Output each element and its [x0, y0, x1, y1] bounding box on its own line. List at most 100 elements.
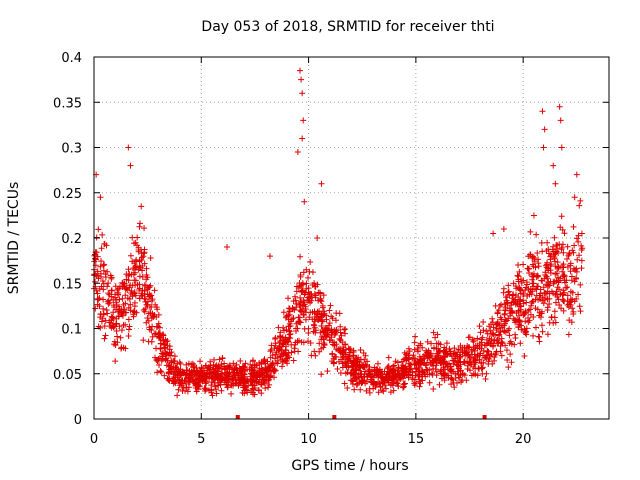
data-point — [117, 334, 124, 341]
data-point — [328, 334, 335, 341]
data-point — [143, 319, 150, 326]
data-point — [554, 291, 561, 298]
data-point — [345, 364, 352, 371]
data-point — [146, 284, 153, 291]
data-point — [267, 354, 274, 361]
data-point — [516, 285, 523, 292]
data-point — [380, 388, 387, 395]
data-point — [255, 387, 262, 394]
data-point — [554, 259, 561, 266]
data-point — [479, 364, 486, 371]
data-point — [113, 320, 120, 327]
data-point — [257, 371, 264, 378]
data-point — [136, 223, 143, 230]
data-point — [573, 235, 580, 242]
data-point — [445, 374, 452, 381]
data-point — [522, 318, 529, 325]
data-point — [539, 108, 546, 115]
x-tick-label: 5 — [197, 432, 205, 447]
data-point — [342, 359, 349, 366]
data-point — [97, 263, 104, 270]
data-point — [118, 327, 125, 334]
data-point — [298, 289, 305, 296]
data-point — [184, 388, 191, 395]
gap-marker — [332, 415, 337, 419]
data-point — [97, 324, 104, 331]
data-point — [140, 253, 147, 260]
x-tick-label: 10 — [300, 432, 317, 447]
data-point — [94, 290, 101, 297]
data-point — [275, 357, 282, 364]
data-point — [346, 346, 353, 353]
data-point — [213, 390, 220, 397]
data-point — [412, 333, 419, 340]
data-point — [406, 365, 413, 372]
data-point — [108, 317, 115, 324]
data-point — [556, 103, 563, 110]
data-point — [260, 357, 267, 364]
x-axis: 0 5 10 15 20 — [90, 57, 531, 447]
data-point — [508, 302, 515, 309]
data-point — [395, 364, 402, 371]
data-point — [390, 387, 397, 394]
data-point — [535, 256, 542, 263]
data-point — [115, 303, 122, 310]
data-point — [101, 323, 108, 330]
data-point — [142, 305, 149, 312]
data-point — [368, 373, 375, 380]
data-point — [444, 351, 451, 358]
data-point — [544, 239, 551, 246]
data-point — [487, 327, 494, 334]
data-point — [288, 349, 295, 356]
data-point — [527, 289, 534, 296]
data-point — [561, 298, 568, 305]
data-point — [185, 379, 192, 386]
data-point — [411, 339, 418, 346]
data-point — [290, 298, 297, 305]
data-point — [392, 358, 399, 365]
data-point — [124, 286, 131, 293]
data-point — [551, 234, 558, 241]
data-point — [578, 242, 585, 249]
data-point — [202, 380, 209, 387]
data-point — [155, 311, 162, 318]
data-point — [502, 294, 509, 301]
data-point — [530, 212, 537, 219]
data-point — [397, 372, 404, 379]
data-point — [299, 90, 306, 97]
data-point — [287, 335, 294, 342]
data-point — [472, 357, 479, 364]
data-point — [577, 281, 584, 288]
data-point — [272, 334, 279, 341]
data-point — [156, 334, 163, 341]
data-point — [297, 299, 304, 306]
data-point — [125, 333, 132, 340]
data-point — [258, 361, 265, 368]
data-point — [573, 265, 580, 272]
data-point — [544, 331, 551, 338]
data-point — [298, 76, 305, 83]
data-point — [309, 316, 316, 323]
data-point — [477, 350, 484, 357]
data-point — [546, 301, 553, 308]
data-point — [138, 203, 145, 210]
data-point — [438, 370, 445, 377]
data-point — [188, 361, 195, 368]
data-point — [112, 283, 119, 290]
data-point — [504, 300, 511, 307]
data-point — [484, 347, 491, 354]
data-point — [564, 284, 571, 291]
data-point — [558, 213, 565, 220]
data-point — [443, 340, 450, 347]
data-point — [334, 365, 341, 372]
data-point — [537, 286, 544, 293]
data-point — [113, 327, 120, 334]
data-point — [290, 357, 297, 364]
data-point — [314, 314, 321, 321]
data-point — [451, 384, 458, 391]
data-point — [307, 309, 314, 316]
data-point — [166, 375, 173, 382]
data-point — [560, 249, 567, 256]
data-point — [550, 319, 557, 326]
data-point — [521, 353, 528, 360]
